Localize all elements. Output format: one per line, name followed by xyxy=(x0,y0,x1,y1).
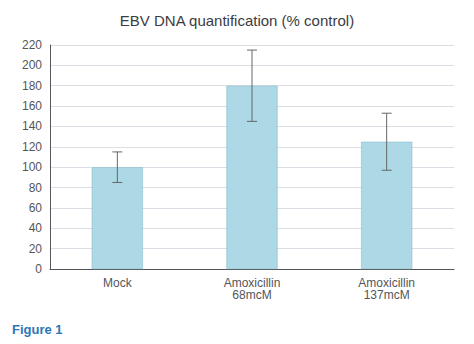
svg-text:160: 160 xyxy=(22,99,42,113)
svg-text:Amoxicillin: Amoxicillin xyxy=(358,276,415,290)
svg-text:60: 60 xyxy=(29,201,43,215)
svg-text:Mock: Mock xyxy=(103,276,133,290)
svg-text:200: 200 xyxy=(22,58,42,72)
svg-text:40: 40 xyxy=(29,221,43,235)
svg-text:100: 100 xyxy=(22,160,42,174)
svg-text:0: 0 xyxy=(35,262,42,276)
svg-text:80: 80 xyxy=(29,181,43,195)
svg-text:140: 140 xyxy=(22,119,42,133)
svg-text:Figure 1: Figure 1 xyxy=(12,322,63,337)
svg-text:180: 180 xyxy=(22,79,42,93)
svg-text:120: 120 xyxy=(22,140,42,154)
svg-text:220: 220 xyxy=(22,38,42,52)
svg-text:68mcM: 68mcM xyxy=(232,288,271,302)
svg-text:137mcM: 137mcM xyxy=(364,288,410,302)
svg-text:EBV DNA quantification (% cont: EBV DNA quantification (% control) xyxy=(120,12,354,29)
svg-text:20: 20 xyxy=(29,242,43,256)
svg-text:Amoxicillin: Amoxicillin xyxy=(223,276,281,290)
